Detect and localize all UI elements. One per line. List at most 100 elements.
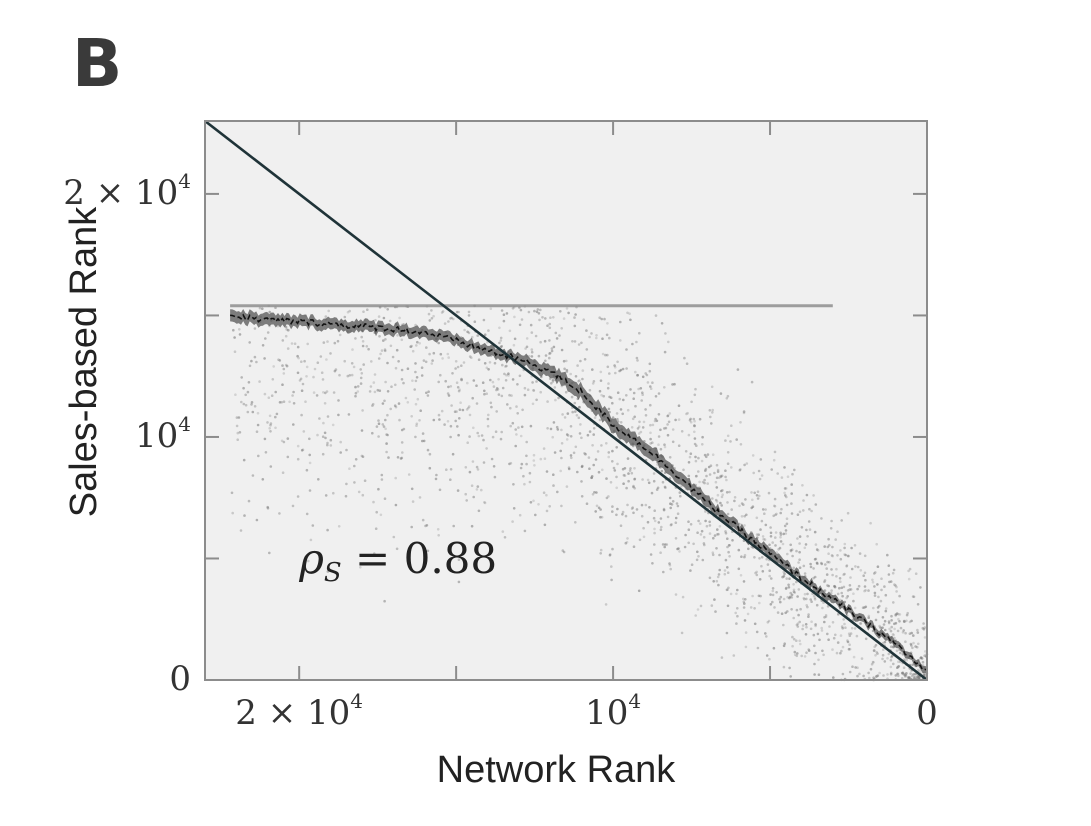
scatter-point: [454, 367, 457, 370]
scatter-point: [673, 382, 676, 386]
scatter-point: [798, 639, 801, 643]
scatter-point: [322, 341, 326, 344]
scatter-point: [649, 437, 652, 441]
scatter-point: [816, 632, 820, 636]
scatter-point: [694, 614, 697, 617]
scatter-point: [588, 467, 591, 471]
scatter-point: [661, 543, 665, 546]
scatter-point: [740, 502, 744, 505]
scatter-point: [572, 451, 576, 455]
scatter-point: [416, 397, 420, 401]
scatter-point: [723, 572, 727, 576]
scatter-point: [425, 391, 428, 395]
scatter-point: [300, 413, 303, 417]
scatter-point: [532, 389, 536, 392]
scatter-point: [591, 382, 595, 385]
scatter-point: [696, 531, 699, 534]
scatter-point: [803, 655, 807, 658]
scatter-point: [839, 549, 842, 552]
scatter-point: [305, 365, 309, 369]
scatter-point: [420, 366, 424, 370]
scatter-point: [530, 350, 534, 354]
scatter-point: [881, 653, 885, 657]
scatter-point: [652, 479, 656, 483]
scatter-point: [258, 306, 262, 310]
scatter-point: [634, 404, 637, 408]
scatter-point: [282, 367, 286, 371]
scatter-point: [637, 425, 641, 429]
scatter-point: [256, 423, 260, 427]
scatter-point: [529, 424, 533, 428]
scatter-point: [644, 414, 648, 417]
scatter-point: [859, 569, 863, 572]
scatter-point: [427, 390, 430, 394]
scatter-point: [773, 450, 777, 454]
scatter-point: [720, 656, 724, 659]
scatter-point: [653, 509, 656, 512]
scatter-point: [447, 320, 450, 323]
scatter-point: [523, 529, 527, 533]
scatter-point: [281, 364, 284, 367]
scatter-point: [633, 477, 637, 481]
scatter-point: [653, 531, 656, 535]
scatter-point: [604, 353, 607, 357]
scatter-point: [384, 338, 387, 341]
scatter-point: [500, 309, 504, 312]
scatter-point: [329, 438, 333, 442]
scatter-point: [663, 350, 667, 354]
scatter-point: [326, 415, 330, 418]
scatter-point: [500, 394, 504, 398]
scatter-point: [715, 579, 719, 583]
scatter-point: [530, 355, 534, 358]
scatter-point: [823, 545, 826, 548]
scatter-point: [863, 571, 867, 575]
scatter-point: [384, 380, 387, 384]
scatter-point: [326, 441, 329, 445]
scatter-point: [789, 595, 792, 599]
scatter-point: [321, 435, 325, 439]
scatter-point: [611, 505, 614, 508]
scatter-point: [513, 337, 517, 341]
scatter-point: [904, 631, 907, 635]
scatter-point: [755, 570, 758, 574]
scatter-point: [693, 442, 697, 446]
scatter-point: [696, 550, 699, 554]
scatter-point: [724, 475, 727, 479]
scatter-point: [803, 592, 807, 596]
scatter-point: [632, 511, 635, 515]
scatter-point: [791, 472, 794, 476]
scatter-point: [708, 409, 712, 412]
scatter-point: [418, 342, 422, 345]
scatter-point: [400, 378, 404, 381]
scatter-point: [428, 319, 432, 322]
scatter-point: [475, 465, 479, 469]
scatter-point: [248, 364, 252, 368]
scatter-point: [812, 494, 815, 497]
scatter-point: [894, 584, 897, 587]
scatter-point: [633, 467, 636, 470]
scatter-point: [742, 503, 745, 507]
scatter-point: [414, 370, 417, 374]
scatter-point: [532, 499, 535, 503]
scatter-point: [608, 336, 611, 340]
scatter-point: [497, 393, 501, 396]
scatter-point: [792, 583, 795, 586]
scatter-point: [573, 340, 577, 343]
scatter-point: [394, 476, 398, 480]
scatter-point: [709, 464, 713, 468]
scatter-point: [699, 533, 703, 536]
scatter-point: [853, 606, 857, 610]
scatter-point: [703, 478, 706, 482]
scatter-point: [684, 533, 687, 537]
scatter-point: [694, 474, 698, 478]
scatter-point: [724, 439, 727, 442]
scatter-point: [813, 596, 817, 600]
scatter-point: [470, 484, 474, 488]
scatter-point: [724, 531, 728, 535]
scatter-point: [616, 360, 619, 364]
scatter-point: [823, 579, 827, 582]
scatter-point: [621, 412, 624, 416]
scatter-point: [736, 614, 739, 618]
scatter-point: [883, 585, 886, 588]
scatter-point: [455, 310, 459, 314]
